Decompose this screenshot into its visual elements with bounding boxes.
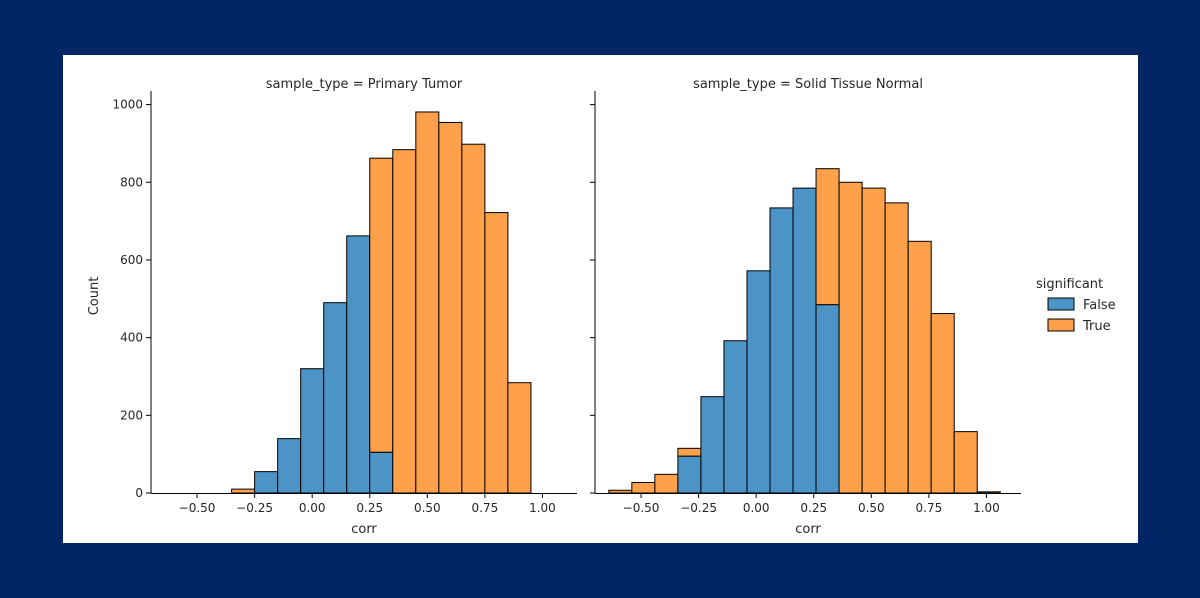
bar-true [608,489,633,494]
bar-false [815,304,840,494]
bar-true [976,491,1001,494]
x-tick-label: −0.25 [236,501,273,515]
bar-false [677,455,702,494]
bar-true [631,482,656,494]
bar-false [323,302,348,494]
x-tick-label: −0.50 [179,501,216,515]
y-tick-label: 1000 [112,98,143,112]
bar-true [815,168,840,306]
facet-title: sample_type = Solid Tissue Normal [693,77,923,92]
y-axis-label: Count [87,277,102,316]
bar-false [769,207,794,494]
legend-swatch-true [1047,318,1075,332]
legend-label-true: True [1082,319,1111,334]
chart-panel: sample_type = Primary Tumor Count corr −… [63,55,1138,543]
legend: significant False True [1036,277,1116,334]
bar-false [346,235,371,494]
x-tick-label: 0.00 [299,501,326,515]
y-tick-label: 400 [120,331,143,345]
bar-true [654,473,679,494]
bar-false [254,471,279,494]
bar-true [484,212,509,494]
bar-false [723,340,748,494]
bar-true [861,187,886,494]
bar-true [369,157,394,453]
bar-true [461,143,486,494]
bar-false [277,438,302,494]
bar-true [930,313,955,494]
y-tick-label: 800 [120,175,143,189]
legend-title: significant [1036,277,1103,292]
bar-true [438,121,463,494]
facet-primary-tumor: sample_type = Primary Tumor Count corr −… [87,77,577,537]
bar-true [907,240,932,494]
bar-false [369,451,394,494]
legend-label-false: False [1083,298,1116,313]
x-tick-label: −0.25 [680,501,717,515]
bar-false [792,187,817,494]
x-tick-label: 0.25 [356,501,383,515]
x-tick-label: 0.75 [916,501,943,515]
bar-false [300,368,325,494]
bar-true [838,181,863,494]
bar-false [746,270,771,494]
legend-swatch-false [1047,297,1075,311]
x-tick-label: 1.00 [529,501,556,515]
bar-true [884,202,909,494]
x-tick-label: 0.50 [858,501,885,515]
bar-true [231,488,256,494]
bar-true [392,149,417,494]
bar-true [507,382,532,494]
x-tick-label: 0.25 [800,501,827,515]
x-tick-label: 0.75 [472,501,499,515]
y-tick-label: 0 [135,486,143,500]
facet-solid-tissue-normal: sample_type = Solid Tissue Normal corr −… [590,77,1021,537]
x-tick-label: 0.00 [743,501,770,515]
x-axis-label: corr [351,522,377,537]
bar-true [953,431,978,494]
x-tick-label: −0.50 [623,501,660,515]
bar-true [677,447,702,457]
x-tick-label: 0.50 [414,501,441,515]
histogram-facet-chart: sample_type = Primary Tumor Count corr −… [87,77,1116,537]
bar-true [415,111,440,494]
x-tick-label: 1.00 [973,501,1000,515]
x-axis-label: corr [795,522,821,537]
bar-false [700,396,725,494]
facet-title: sample_type = Primary Tumor [266,77,463,92]
y-tick-label: 600 [120,253,143,267]
y-tick-label: 200 [120,408,143,422]
